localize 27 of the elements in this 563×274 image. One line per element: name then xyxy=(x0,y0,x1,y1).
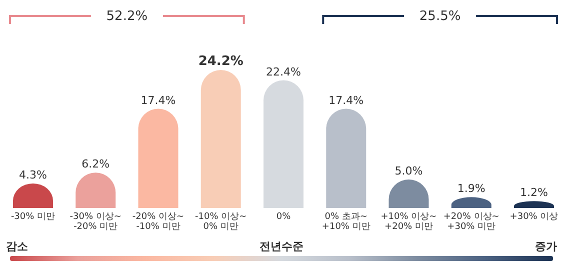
x-tick-label: 0% 초과~ +10% 미만 xyxy=(322,212,370,232)
data-label: 17.4% xyxy=(140,94,176,107)
text: 52.2% xyxy=(106,9,148,24)
text: 감소 xyxy=(6,240,28,253)
data-label: 17.4% xyxy=(328,94,364,107)
x-tick-label: +10% 이상~ +20% 미만 xyxy=(380,212,437,232)
data-label: 6.2% xyxy=(82,158,110,171)
x-tick-label: -20% 이상~ -10% 미만 xyxy=(132,212,184,232)
bar xyxy=(200,70,241,208)
text: 증가 xyxy=(535,240,557,253)
x-tick-label: -30% 미만 xyxy=(10,212,56,222)
x-tick-label: -10% 이상~ 0% 미만 xyxy=(195,212,247,232)
bar xyxy=(264,80,304,208)
x-tick-label: 0% xyxy=(276,212,292,222)
data-label: 5.0% xyxy=(394,164,423,178)
x-tick-label: +30% 이상 xyxy=(510,212,558,222)
data-label: 24.2% xyxy=(198,54,244,69)
bar xyxy=(138,108,178,208)
data-label: 22.4% xyxy=(266,65,301,78)
data-label: 1.2% xyxy=(520,186,548,200)
data-label: 4.3% xyxy=(19,168,47,182)
x-tick-label: +20% 이상~ +30% 미만 xyxy=(443,212,500,232)
text: 25.5% xyxy=(419,9,461,24)
x-tick-label: -30% 이상~ -20% 미만 xyxy=(70,212,122,232)
bar xyxy=(326,108,366,208)
text: 전년수준 xyxy=(260,240,304,253)
data-label: 1.9% xyxy=(457,182,486,196)
